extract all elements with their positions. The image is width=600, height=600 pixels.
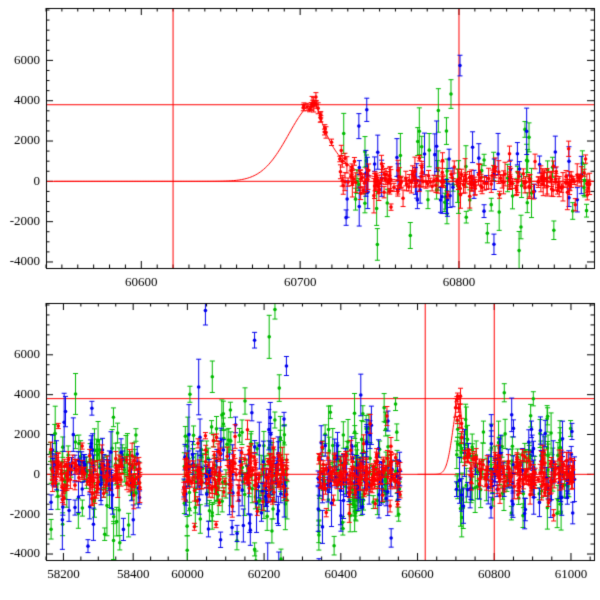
bottom-panel: [0, 296, 600, 596]
top-panel-canvas: [0, 0, 600, 296]
top-panel: [0, 0, 600, 296]
bottom-panel-canvas: [0, 296, 600, 596]
